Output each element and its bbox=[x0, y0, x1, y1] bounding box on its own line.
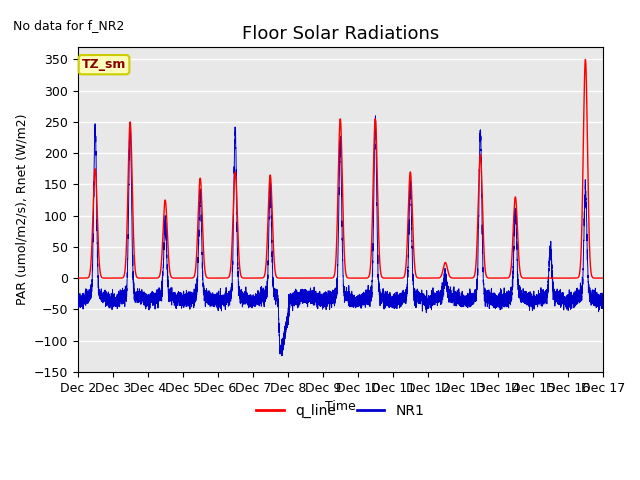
Text: TZ_sm: TZ_sm bbox=[82, 58, 126, 71]
Title: Floor Solar Radiations: Floor Solar Radiations bbox=[242, 24, 439, 43]
Legend: q_line, NR1: q_line, NR1 bbox=[250, 398, 430, 423]
Y-axis label: PAR (umol/m2/s), Rnet (W/m2): PAR (umol/m2/s), Rnet (W/m2) bbox=[15, 114, 28, 305]
X-axis label: Time: Time bbox=[325, 400, 356, 413]
Text: No data for f_NR2: No data for f_NR2 bbox=[13, 19, 124, 32]
